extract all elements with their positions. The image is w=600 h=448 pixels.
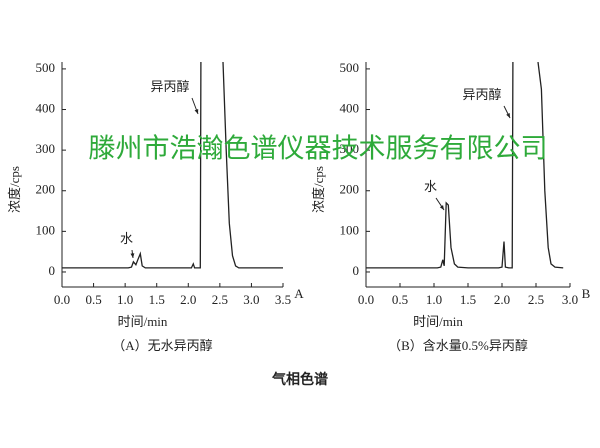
y-tick-label: 100 [340,222,360,237]
panel-title: （B）含水量0.5%异丙醇 [388,338,528,353]
annotation: 异丙醇 [462,87,501,102]
x-axis-label: 时间/min [413,314,463,329]
y-tick-label: 400 [36,101,56,116]
x-tick-label: 1.0 [117,292,133,307]
x-axis-label: 时间/min [118,314,168,329]
y-tick-label: 200 [36,182,56,197]
x-tick-label: 1.5 [460,292,476,307]
panel-label: B [582,286,591,301]
annotation: 异丙醇 [150,79,189,94]
arrow-head [506,113,510,118]
panel-title: （A）无水异丙醇 [112,338,212,353]
panel-label: A [294,286,304,301]
y-tick-label: 500 [340,60,360,75]
y-axis-label: 浓度/cps [7,166,22,213]
chromatogram-line [62,62,283,269]
y-tick-label: 0 [353,263,360,278]
y-tick-label: 100 [36,222,56,237]
x-tick-label: 2.5 [528,292,544,307]
x-tick-label: 2.5 [212,292,228,307]
y-tick-label: 300 [36,141,56,156]
caption: 气相色谱 [271,371,328,388]
y-tick-label: 0 [49,263,56,278]
x-tick-label: 0.5 [392,292,408,307]
x-tick-label: 0.5 [85,292,101,307]
x-tick-label: 1.5 [149,292,165,307]
x-tick-label: 1.0 [426,292,442,307]
x-tick-label: 0.0 [358,292,374,307]
y-tick-label: 300 [340,141,360,156]
arrow-head [130,253,135,258]
x-tick-label: 3.5 [275,292,291,307]
annotation: 水 [424,179,437,194]
x-tick-label: 2.0 [180,292,196,307]
arrow-head [439,205,444,210]
y-tick-label: 500 [36,60,56,75]
x-tick-label: 2.0 [494,292,510,307]
watermark: 滕州市浩瀚色谱仪器技术服务有限公司 [89,134,548,165]
chromatogram-line [366,62,564,269]
annotation: 水 [120,231,133,246]
y-tick-label: 200 [340,182,360,197]
arrow-head [194,109,199,114]
x-tick-label: 3.0 [243,292,259,307]
y-tick-label: 400 [340,101,360,116]
y-axis-label: 浓度/cps [311,166,326,213]
x-tick-label: 0.0 [54,292,70,307]
x-tick-label: 3.0 [562,292,578,307]
